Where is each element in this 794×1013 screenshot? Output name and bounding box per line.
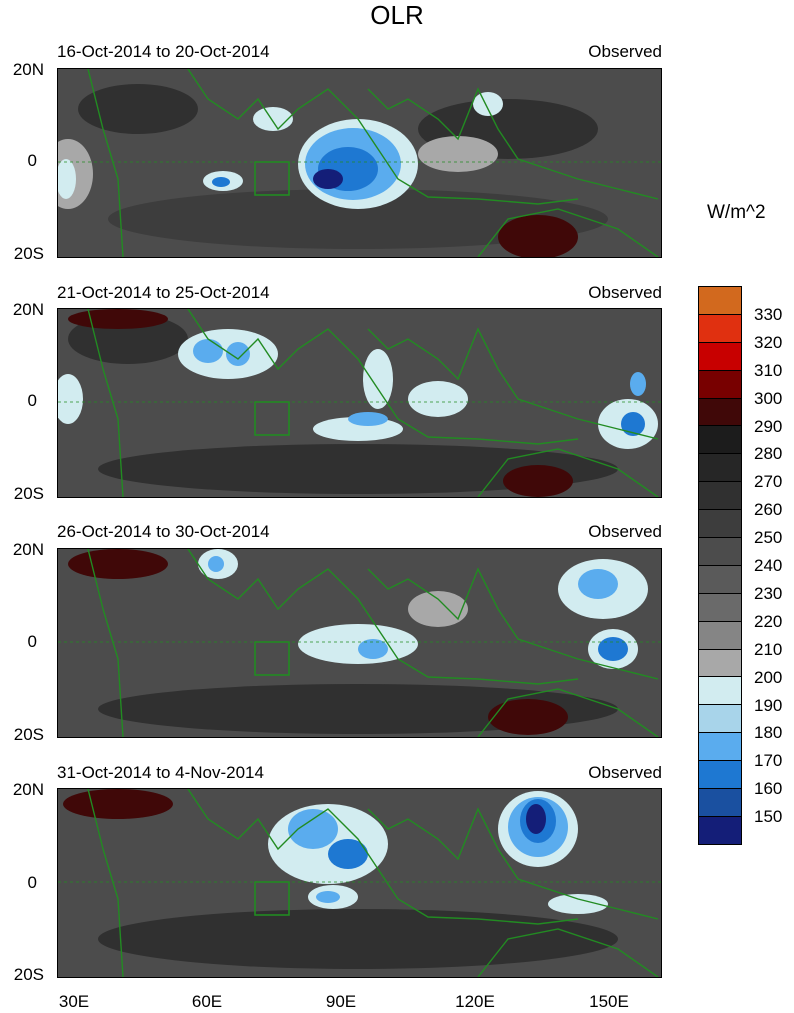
colorbar-label: 200 [754, 667, 783, 687]
colorbar-label: 270 [754, 472, 783, 492]
colorbar-label: 230 [754, 583, 783, 603]
figure-title: OLR [370, 0, 424, 30]
panel-3-ytick-0: 0 [27, 632, 37, 651]
colorbar-swatch [698, 453, 742, 483]
colorbar-label: 260 [754, 500, 783, 520]
colorbar-swatch [698, 341, 742, 371]
colorbar-swatch [698, 286, 742, 315]
colorbar-label: 250 [754, 528, 783, 548]
xtick-120e: 120E [455, 992, 495, 1011]
panel-2-label: Observed [588, 283, 662, 302]
colorbar-label: 330 [754, 304, 783, 324]
panel-2-ytick-0: 0 [27, 391, 37, 410]
panel-3-ytick-20n: 20N [12, 540, 44, 559]
panel-1-label: Observed [588, 42, 662, 61]
colorbar-label: 180 [754, 723, 783, 743]
colorbar-label: 280 [754, 444, 783, 464]
colorbar-swatch [698, 537, 742, 566]
panel-2-ytick-20n: 20N [12, 300, 44, 319]
colorbar-swatch [698, 313, 742, 343]
panel-4-ytick-20n: 20N [12, 780, 44, 799]
panel-1-ytick-20n: 20N [12, 60, 44, 79]
colorbar-swatch [698, 564, 742, 594]
colorbar-label: 160 [754, 779, 783, 799]
colorbar-label: 150 [754, 807, 783, 827]
colorbar-swatch [698, 509, 742, 539]
colorbar-label: 210 [754, 639, 783, 659]
panel-4-ytick-0: 0 [27, 873, 37, 892]
colorbar-swatch [698, 788, 742, 817]
colorbar-swatch [698, 620, 742, 650]
colorbar-swatch [698, 369, 742, 399]
panel-4-label: Observed [588, 763, 662, 782]
xtick-60e: 60E [191, 992, 223, 1011]
panel-1-ytick-0: 0 [27, 151, 37, 170]
colorbar-swatch [698, 704, 742, 734]
colorbar-swatch [698, 592, 742, 622]
panel-2-date-range: 21-Oct-2014 to 25-Oct-2014 [57, 283, 270, 302]
colorbar-label: 310 [754, 360, 783, 380]
panel-1-date-range: 16-Oct-2014 to 20-Oct-2014 [57, 42, 270, 61]
colorbar-label: 170 [754, 751, 783, 771]
xtick-90e: 90E [325, 992, 357, 1011]
colorbar-swatch [698, 481, 742, 511]
colorbar-swatch [698, 397, 742, 427]
panel-1-ytick-20s: 20S [13, 244, 44, 263]
panel-3-ytick-20s: 20S [13, 725, 44, 744]
panel-4-date-range: 31-Oct-2014 to 4-Nov-2014 [57, 763, 264, 782]
panel-2-map [53, 308, 662, 498]
colorbar-swatch [698, 760, 742, 790]
colorbar-swatch [698, 676, 742, 706]
colorbar [698, 286, 742, 845]
panel-2-ytick-20s: 20S [13, 484, 44, 503]
colorbar-swatch [698, 648, 742, 678]
xtick-30e: 30E [58, 992, 90, 1011]
colorbar-label: 320 [754, 332, 783, 352]
colorbar-label: 300 [754, 388, 783, 408]
colorbar-label: 220 [754, 611, 783, 631]
xtick-150e: 150E [589, 992, 629, 1011]
panel-4-ytick-20s: 20S [13, 965, 44, 984]
colorbar-swatch [698, 732, 742, 762]
colorbar-swatch [698, 425, 742, 455]
colorbar-label: 240 [754, 556, 783, 575]
colorbar-units: W/m^2 [707, 202, 766, 223]
panel-3-label: Observed [588, 522, 662, 541]
colorbar-label: 190 [754, 695, 783, 715]
panel-4-map [57, 788, 662, 978]
colorbar-swatch [698, 815, 742, 845]
colorbar-label: 290 [754, 416, 783, 436]
panel-3-map [57, 548, 662, 738]
panel-1-map [43, 68, 662, 259]
panel-3-date-range: 26-Oct-2014 to 30-Oct-2014 [57, 522, 270, 541]
